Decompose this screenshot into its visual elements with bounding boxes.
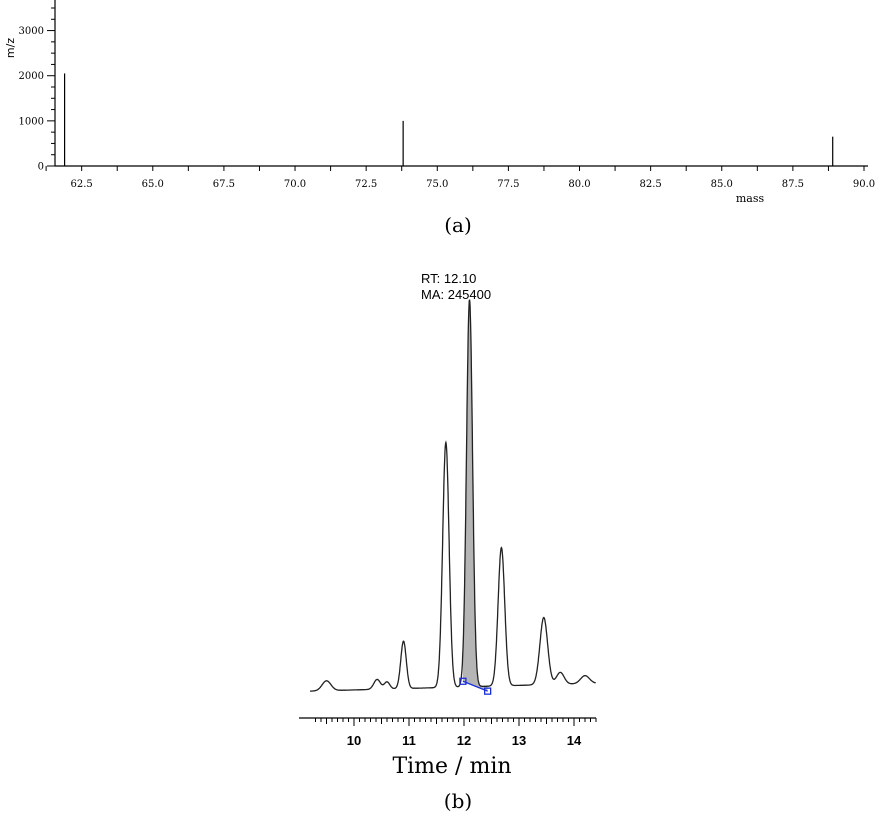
x-tick-label-a: 75.0: [426, 179, 448, 190]
mass-spectrum-panel: 0 1000 2000 3000 62.5 65.0 67.5 70.0 72.5 75.0 77…: [4, 0, 875, 237]
x-tick-label-a: 90.0: [853, 179, 875, 190]
y-tick-label-a: 0: [38, 162, 44, 173]
y-tick-label-a: 1000: [19, 116, 44, 127]
y-axis-label-a: m/z: [4, 38, 17, 58]
shaded-peak-area: [462, 299, 488, 692]
x-tick-label-a: 87.5: [782, 179, 804, 190]
panel-label-a: (a): [444, 213, 472, 237]
x-tick-label-a: 70.0: [284, 179, 306, 190]
peak-area-label: MA: 245400: [421, 287, 491, 302]
chromatogram-panel: RT: 12.10 MA: 245400 10 11 12 13 14 Time / m…: [299, 271, 597, 813]
x-tick-label-b: 14: [567, 733, 582, 748]
x-tick-label-a: 82.5: [640, 179, 662, 190]
x-tick-label-a: 85.0: [711, 179, 733, 190]
x-axis-label-a: mass: [736, 192, 765, 205]
x-tick-label-b: 10: [347, 733, 361, 748]
y-tick-label-a: 3000: [19, 26, 44, 37]
x-tick-label-b: 12: [457, 733, 471, 748]
x-tick-label-a: 65.0: [142, 179, 164, 190]
chromatogram-trace: [310, 299, 596, 692]
x-axis-label-b: Time / min: [392, 754, 511, 779]
x-tick-label-a: 77.5: [497, 179, 519, 190]
x-tick-label-a: 80.0: [568, 179, 590, 190]
x-tick-label-a: 62.5: [71, 179, 93, 190]
x-tick-label-b: 11: [402, 733, 416, 748]
integration-baseline: [462, 680, 488, 692]
x-tick-label-b: 13: [512, 733, 526, 748]
x-tick-label-a: 67.5: [213, 179, 235, 190]
panel-label-b: (b): [444, 789, 472, 813]
retention-time-label: RT: 12.10: [421, 271, 476, 286]
baseline-marker: [459, 677, 467, 685]
x-tick-label-a: 72.5: [355, 179, 377, 190]
y-tick-label-a: 2000: [19, 71, 44, 82]
baseline-marker: [483, 687, 492, 695]
